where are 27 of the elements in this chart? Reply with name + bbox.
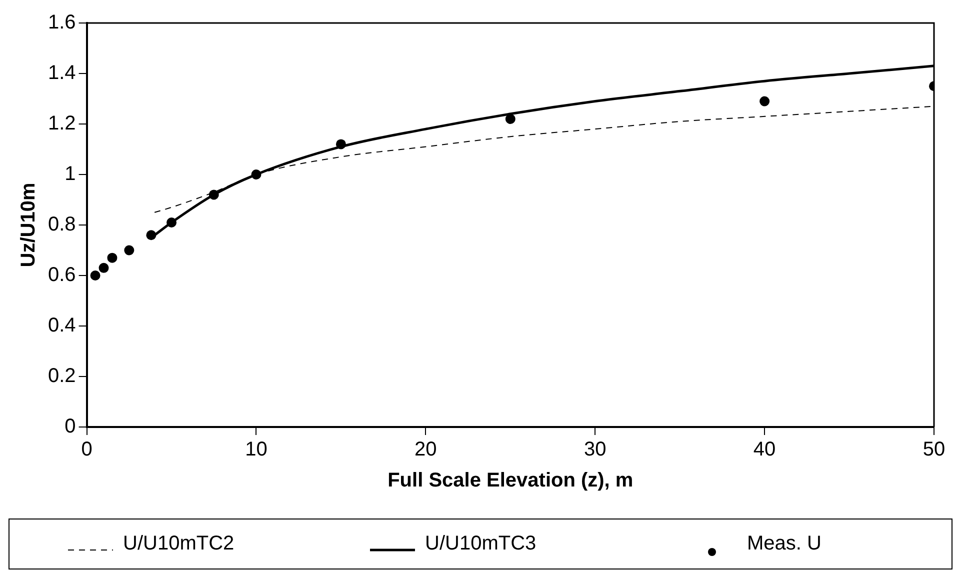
x-tick-label: 40 <box>753 438 776 461</box>
y-tick-label: 0 <box>64 416 76 438</box>
x-tick-label: 20 <box>414 438 437 461</box>
point <box>146 230 156 240</box>
legend-label: Meas. U <box>747 532 822 555</box>
y-tick-label: 1.6 <box>48 12 76 34</box>
point <box>107 252 118 263</box>
point <box>505 114 516 124</box>
y-tick-label: 0.2 <box>48 365 76 388</box>
y-axis-title: Uz/U10m <box>18 182 40 268</box>
legend-label: U/U10mTC2 <box>123 532 234 555</box>
y-tick-label: 0.4 <box>48 314 76 337</box>
y-tick-label: 1.4 <box>48 62 76 84</box>
y-tick-label: 0.8 <box>48 214 76 236</box>
point <box>90 270 100 280</box>
point <box>98 262 109 273</box>
x-tick-label: 30 <box>584 438 606 461</box>
y-tick-label: 1.2 <box>48 112 76 135</box>
x-tick-label: 0 <box>81 438 92 461</box>
x-tick-label: 10 <box>245 438 268 461</box>
y-tick-label: 1 <box>64 163 76 186</box>
legend-label: U/U10mTC3 <box>425 532 536 555</box>
x-axis-title: Full Scale Elevation (z), m <box>388 470 634 492</box>
point <box>760 96 770 106</box>
y-tick-label: 0.6 <box>48 264 76 286</box>
x-tick-label: 50 <box>922 438 946 461</box>
point <box>124 245 134 256</box>
